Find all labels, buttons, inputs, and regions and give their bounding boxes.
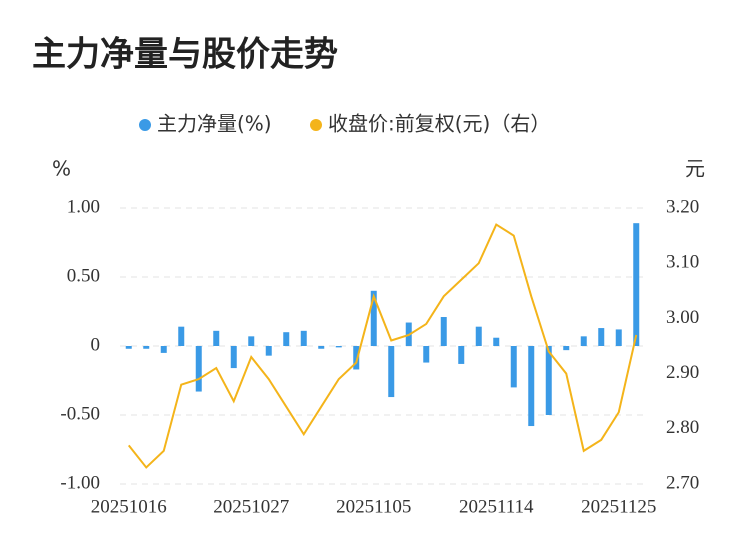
x-tick-label: 20251027 xyxy=(213,496,289,517)
bar xyxy=(125,346,132,349)
y-tick-label: -1.00 xyxy=(60,472,100,493)
x-tick-label: 20251105 xyxy=(336,496,411,517)
bar xyxy=(213,330,220,346)
bar xyxy=(493,337,500,346)
y2-tick-label: 2.70 xyxy=(666,472,699,493)
y2-tick-label: 2.80 xyxy=(666,417,699,438)
price-line xyxy=(127,223,638,469)
bar xyxy=(580,336,587,346)
bar xyxy=(318,346,325,349)
bar xyxy=(598,328,605,346)
bar xyxy=(370,290,377,346)
bar xyxy=(300,330,307,346)
chart-title: 主力净量与股价走势 xyxy=(32,35,338,75)
bar xyxy=(248,336,255,346)
y2-tick-label: 3.00 xyxy=(666,307,699,328)
y-tick-label: -0.50 xyxy=(60,403,100,424)
bar xyxy=(160,346,167,353)
bar xyxy=(423,346,430,363)
bar xyxy=(633,223,640,346)
bar xyxy=(353,346,360,370)
bar xyxy=(528,346,535,427)
y2-tick-label: 3.10 xyxy=(666,252,699,273)
bar xyxy=(510,346,517,388)
y-tick-label: 0.50 xyxy=(67,265,100,286)
legend-marker xyxy=(310,119,322,131)
bar xyxy=(265,346,272,356)
legend-label: 主力净量(%) xyxy=(157,112,272,136)
bar xyxy=(178,326,185,346)
bar xyxy=(230,346,237,369)
bar xyxy=(195,346,202,392)
y-tick-label: 1.00 xyxy=(67,196,100,217)
y2-tick-label: 2.90 xyxy=(666,362,699,383)
x-tick-label: 20251114 xyxy=(459,496,534,517)
x-tick-label: 20251016 xyxy=(91,496,167,517)
bar xyxy=(475,326,482,346)
bar xyxy=(335,346,342,348)
bar xyxy=(545,346,552,415)
x-tick-label: 20251125 xyxy=(581,496,656,517)
y2-axis-label: 元 xyxy=(685,157,705,181)
bar xyxy=(440,317,447,346)
bar xyxy=(458,346,465,364)
legend-label: 收盘价:前复权(元)（右） xyxy=(328,112,550,136)
bar xyxy=(615,329,622,346)
bar xyxy=(283,332,290,346)
bar xyxy=(563,346,570,351)
bar xyxy=(143,346,150,349)
bar xyxy=(388,346,395,398)
legend-marker xyxy=(139,119,151,131)
y2-tick-label: 3.20 xyxy=(666,196,699,217)
y-tick-label: 0 xyxy=(91,334,101,355)
y-axis-label: % xyxy=(52,157,71,181)
